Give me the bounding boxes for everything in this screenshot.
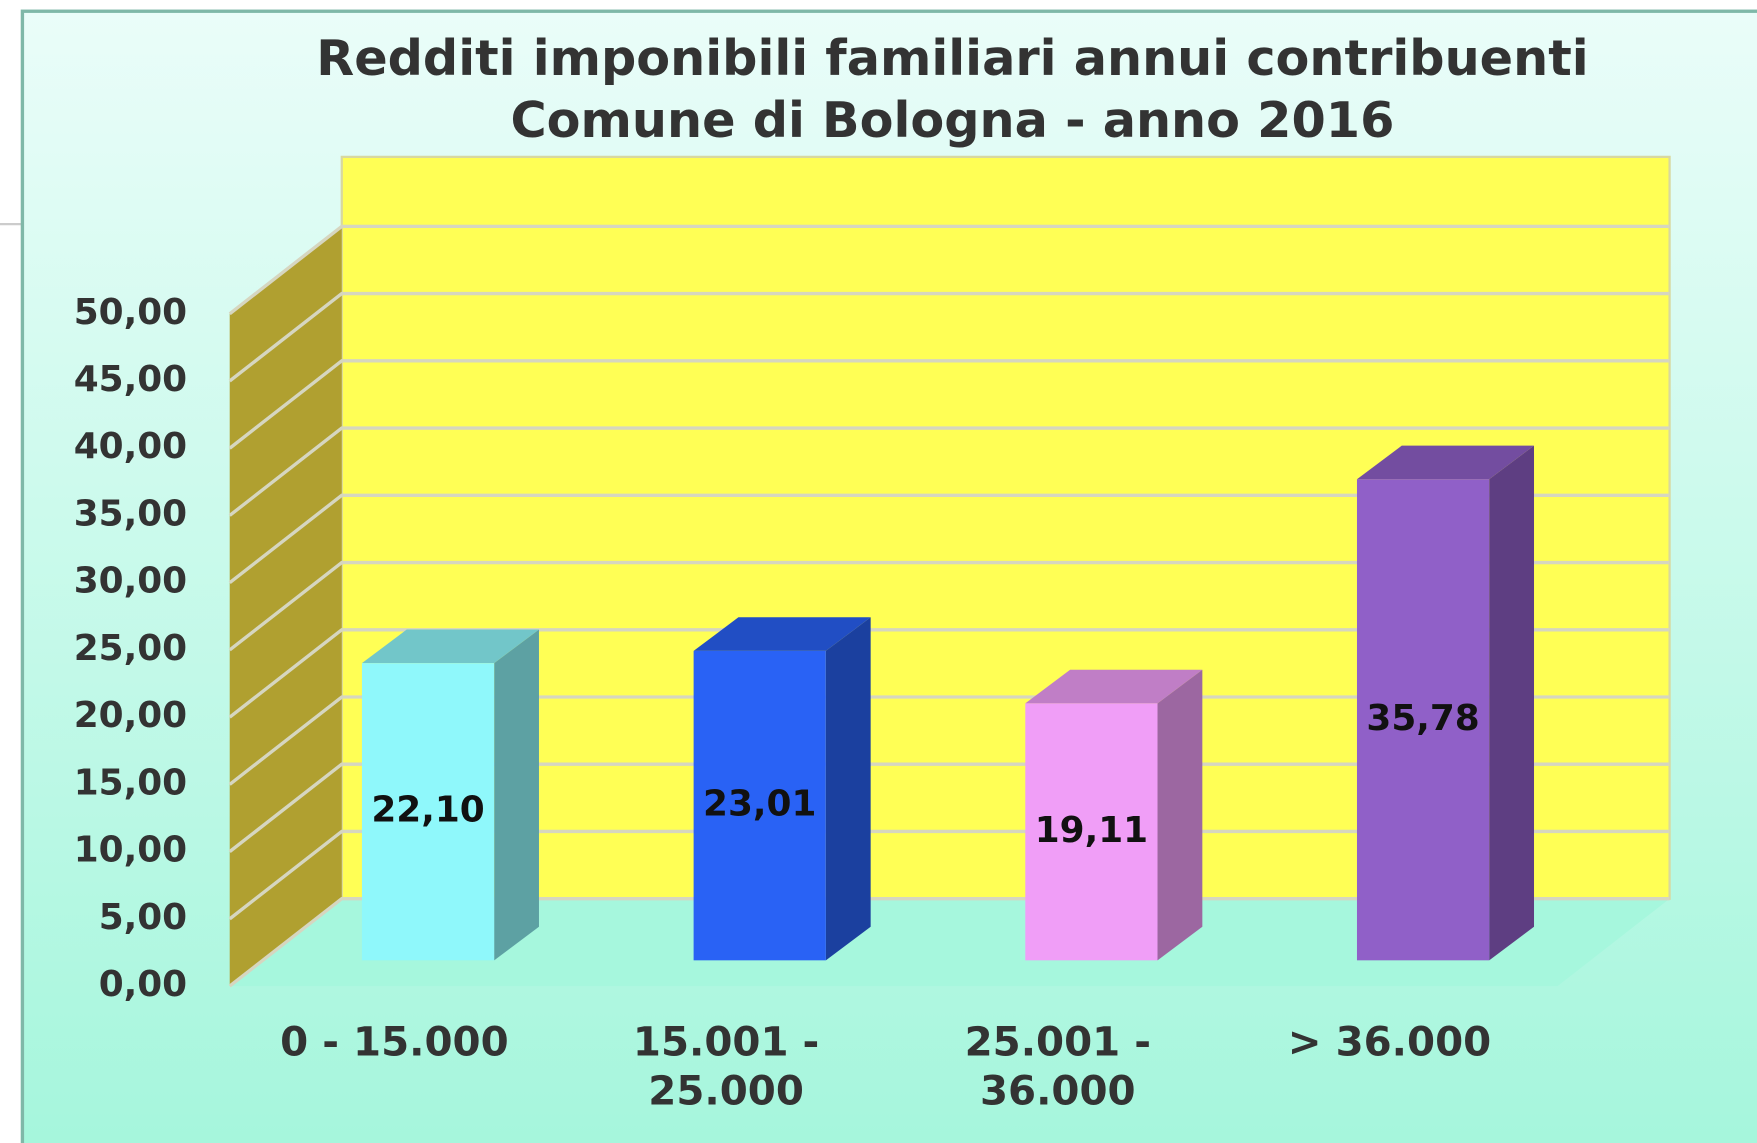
y-tick-label: 20,00 — [74, 695, 187, 736]
bar — [361, 663, 495, 961]
y-tick-label: 5,00 — [99, 897, 187, 938]
data-label: 23,01 — [703, 784, 816, 825]
y-tick-label: 30,00 — [74, 561, 187, 602]
y-tick-label: 45,00 — [74, 359, 187, 400]
grid-line — [228, 359, 1670, 450]
bar-top — [361, 629, 539, 664]
grid-line — [228, 829, 1670, 921]
bar-side — [1489, 445, 1535, 961]
floor — [229, 898, 1670, 987]
x-tick-label: 15.001 -25.000 — [633, 1018, 819, 1114]
chart-title: Redditi imponibili familiari annui contr… — [316, 29, 1588, 87]
grid-line — [228, 695, 1670, 786]
y-tick-label: 40,00 — [74, 426, 187, 467]
grid-line — [228, 560, 1670, 652]
grid-line — [228, 426, 1670, 517]
y-tick-label: 50,00 — [74, 292, 187, 333]
bar — [1025, 703, 1158, 961]
y-tick-label: 0,00 — [99, 964, 187, 1005]
bar — [1356, 479, 1490, 961]
grid-line — [228, 628, 1670, 719]
x-tick-label: 25.001 -36.000 — [965, 1018, 1151, 1114]
bar-top — [1356, 445, 1535, 480]
bar — [693, 650, 826, 961]
data-label: 35,78 — [1366, 698, 1479, 739]
grid-line — [228, 493, 1670, 585]
x-tick-label: > 36.000 — [1288, 1018, 1491, 1065]
chart-subtitle: Comune di Bologna - anno 2016 — [511, 91, 1395, 149]
y-tick-label: 10,00 — [74, 830, 187, 871]
x-tick-label: 0 - 15.000 — [280, 1018, 509, 1065]
bar-top — [693, 617, 871, 651]
grid-line — [228, 762, 1670, 853]
data-label: 19,11 — [1035, 810, 1148, 851]
grid-line — [228, 224, 1670, 316]
y-tick-label: 25,00 — [74, 628, 187, 669]
bar-top — [1025, 669, 1203, 704]
grid-line — [228, 897, 1670, 988]
data-label: 22,10 — [371, 790, 484, 831]
bar-side — [825, 617, 871, 961]
grid-line — [228, 291, 1670, 383]
bar-side — [494, 629, 539, 961]
bar-side — [1157, 669, 1203, 961]
y-tick-label: 35,00 — [74, 493, 187, 534]
y-tick-label: 15,00 — [74, 762, 187, 803]
plot: 0,00 5,00 10,00 15,00 20,00 25,00 30,00 35,00 40… — [74, 155, 1671, 1115]
